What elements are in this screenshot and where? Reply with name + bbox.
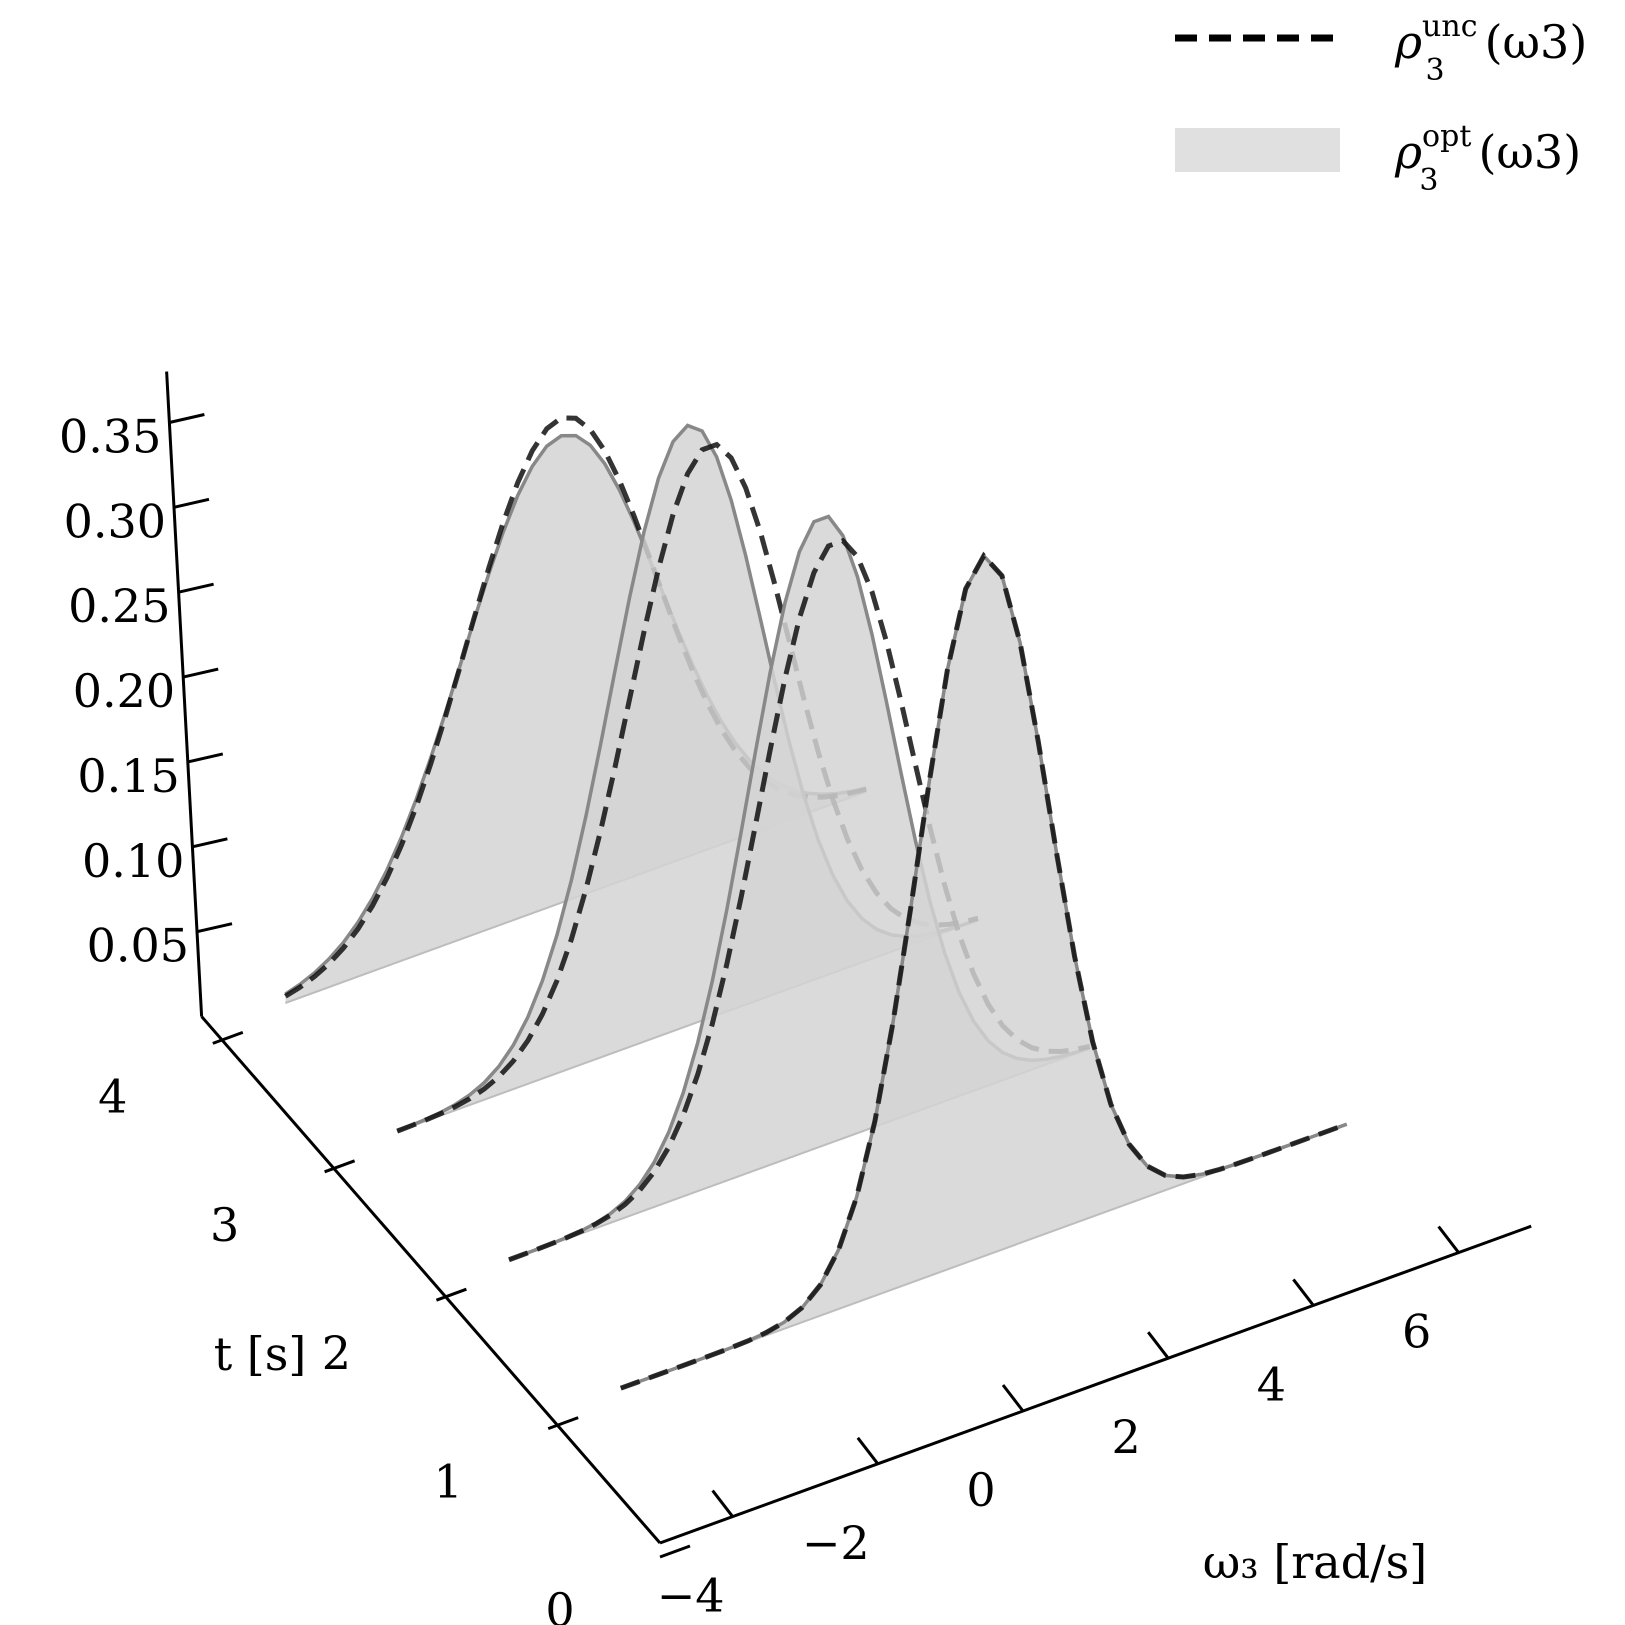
z-tick xyxy=(192,837,228,849)
x-tick-label: 4 xyxy=(1257,1357,1286,1411)
x-tick xyxy=(711,1489,734,1518)
y-tick xyxy=(547,1416,579,1431)
x-tick xyxy=(1147,1331,1170,1360)
x-tick-label: 0 xyxy=(966,1463,995,1517)
z-tick-label: 0.15 xyxy=(77,749,179,803)
x-tick-label: −2 xyxy=(802,1516,870,1570)
z-tick-label: 0.25 xyxy=(68,579,170,633)
legend-opt-swatch xyxy=(1175,128,1340,172)
z-tick xyxy=(187,752,224,764)
z-tick-label: 0.10 xyxy=(82,834,184,888)
z-tick-label: 0.20 xyxy=(73,664,175,718)
axes: −4 −2 0 2 4 6 0 1 2 3 4 0.05 0.10 0.15 0.20 0.25 0.30 0.3… xyxy=(59,371,1532,1625)
x-tick xyxy=(1437,1225,1460,1254)
x-tick-label: 2 xyxy=(1112,1410,1141,1464)
z-tick xyxy=(182,667,219,679)
opt-density-area xyxy=(620,555,1347,1389)
y-tick-label: 2 xyxy=(322,1326,351,1380)
x-tick xyxy=(1292,1278,1315,1307)
unc-density-line xyxy=(619,551,1348,1391)
opt-density-area xyxy=(285,435,867,1004)
y-tick-label: 0 xyxy=(545,1583,574,1625)
z-tick xyxy=(196,922,233,934)
legend: ρunc 3(ω3) ρopt 3(ω3) xyxy=(1175,9,1587,198)
y-tick-label: 4 xyxy=(98,1069,127,1123)
x-tick-label: 6 xyxy=(1402,1305,1431,1359)
y-tick xyxy=(324,1159,356,1174)
y-tick xyxy=(212,1030,244,1045)
unc-density-line xyxy=(396,441,979,1134)
y-axis-label: t [s] xyxy=(214,1327,307,1381)
y-tick xyxy=(435,1287,467,1302)
z-tick-label: 0.30 xyxy=(64,494,166,548)
density-slices xyxy=(284,415,1348,1391)
legend-opt-label: ρopt 3(ω3) xyxy=(1394,119,1581,198)
x-axis-line xyxy=(659,1224,1532,1545)
y-axis-line xyxy=(200,1015,662,1544)
z-tick-label: 0.05 xyxy=(87,919,189,973)
legend-unc-label: ρunc 3(ω3) xyxy=(1394,9,1587,88)
x-tick-label: −4 xyxy=(657,1569,725,1623)
x-tick xyxy=(856,1436,879,1465)
z-tick xyxy=(169,413,205,424)
z-tick xyxy=(173,497,210,509)
y-tick xyxy=(659,1544,691,1559)
z-tick xyxy=(178,582,214,594)
z-axis-line xyxy=(165,371,204,1017)
y-tick-label: 3 xyxy=(210,1198,239,1252)
slice-t-1 xyxy=(619,551,1348,1391)
x-tick xyxy=(1001,1384,1025,1412)
z-tick-label: 0.35 xyxy=(59,409,161,463)
y-tick-label: 1 xyxy=(434,1455,463,1509)
x-axis-label: ω₃ [rad/s] xyxy=(1203,1535,1427,1589)
